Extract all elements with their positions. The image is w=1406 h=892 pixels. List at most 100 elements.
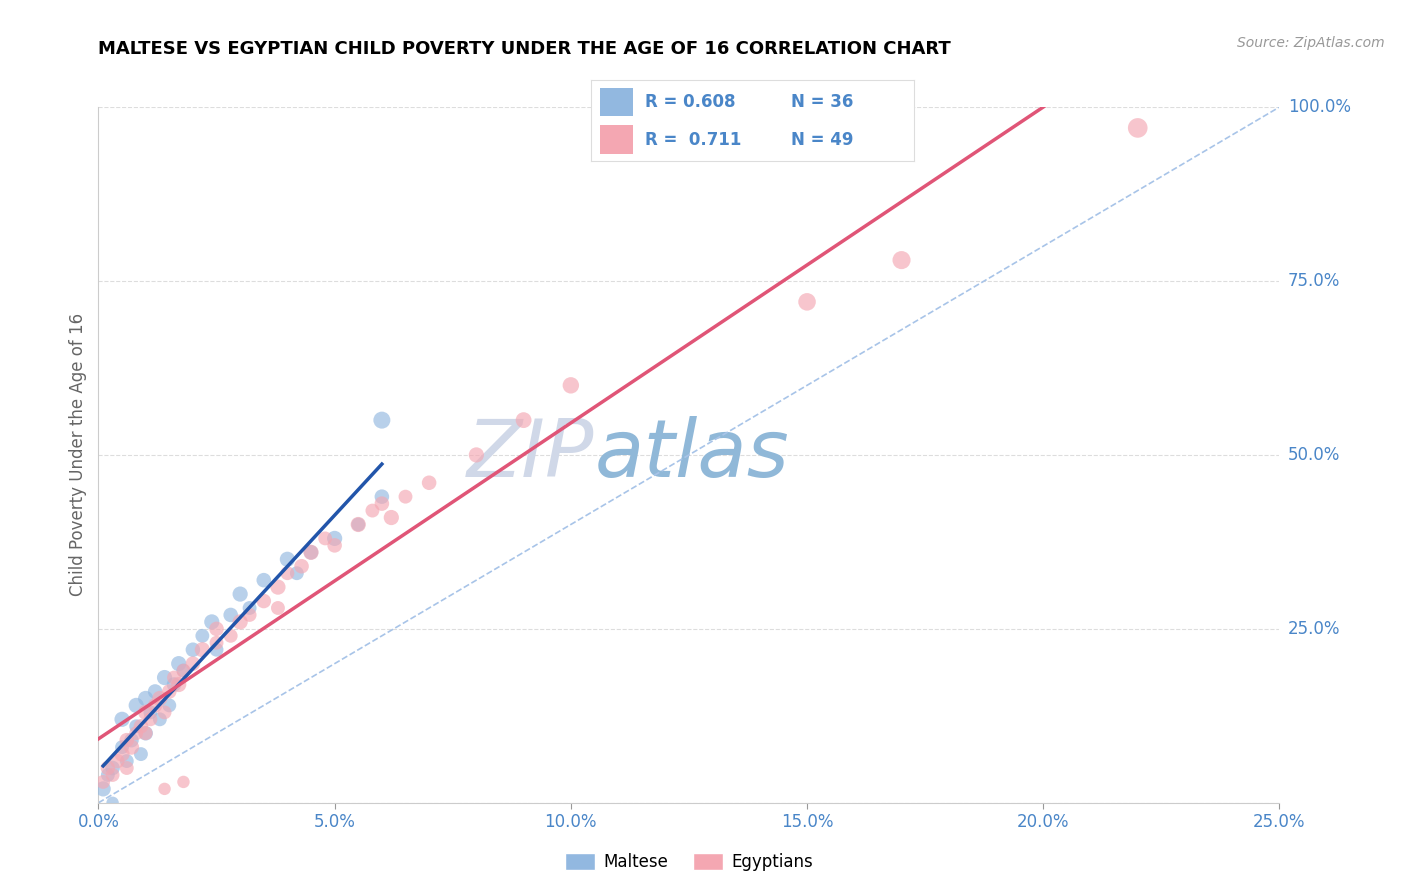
Point — [323, 532, 346, 546]
Point — [205, 642, 228, 657]
Point — [229, 587, 252, 601]
Text: 100.0%: 100.0% — [1288, 98, 1351, 116]
Point — [139, 712, 162, 726]
Text: Source: ZipAtlas.com: Source: ZipAtlas.com — [1237, 36, 1385, 50]
Point — [121, 740, 143, 755]
Point — [560, 378, 582, 392]
Point — [299, 545, 322, 559]
Point — [890, 253, 912, 268]
Text: N = 36: N = 36 — [792, 93, 853, 111]
Point — [115, 733, 138, 747]
Point — [91, 775, 114, 789]
Point — [172, 664, 194, 678]
Point — [314, 532, 336, 546]
Point — [111, 740, 134, 755]
Legend: Maltese, Egyptians: Maltese, Egyptians — [558, 847, 820, 878]
Point — [267, 580, 290, 594]
Point — [101, 796, 124, 810]
Text: MALTESE VS EGYPTIAN CHILD POVERTY UNDER THE AGE OF 16 CORRELATION CHART: MALTESE VS EGYPTIAN CHILD POVERTY UNDER … — [98, 40, 952, 58]
Point — [371, 497, 394, 511]
Point — [239, 607, 262, 622]
Y-axis label: Child Poverty Under the Age of 16: Child Poverty Under the Age of 16 — [69, 313, 87, 597]
Point — [219, 607, 242, 622]
Point — [796, 294, 818, 309]
Point — [191, 642, 214, 657]
Text: atlas: atlas — [595, 416, 789, 494]
Point — [361, 503, 384, 517]
Point — [129, 719, 152, 733]
Text: 25.0%: 25.0% — [1288, 620, 1340, 638]
Point — [143, 684, 166, 698]
Point — [139, 706, 162, 720]
Point — [172, 775, 194, 789]
FancyBboxPatch shape — [600, 87, 633, 117]
Point — [205, 636, 228, 650]
Point — [1126, 120, 1149, 135]
Point — [115, 754, 138, 768]
Point — [97, 761, 120, 775]
Point — [181, 657, 204, 671]
Point — [371, 413, 394, 427]
Point — [135, 726, 157, 740]
FancyBboxPatch shape — [600, 125, 633, 154]
Text: 75.0%: 75.0% — [1288, 272, 1340, 290]
Point — [157, 698, 180, 713]
Point — [512, 413, 534, 427]
Point — [394, 490, 416, 504]
Point — [347, 517, 370, 532]
Point — [111, 747, 134, 761]
Point — [201, 615, 224, 629]
Point — [167, 677, 190, 691]
Point — [163, 677, 186, 691]
Point — [153, 706, 176, 720]
Point — [253, 573, 276, 587]
Point — [465, 448, 488, 462]
Point — [153, 781, 176, 796]
Point — [125, 698, 148, 713]
Point — [97, 768, 120, 782]
Point — [157, 684, 180, 698]
Point — [191, 629, 214, 643]
Point — [143, 698, 166, 713]
Text: 50.0%: 50.0% — [1288, 446, 1340, 464]
Point — [153, 671, 176, 685]
Point — [380, 510, 402, 524]
Point — [219, 629, 242, 643]
Point — [229, 615, 252, 629]
Point — [299, 545, 322, 559]
Point — [135, 706, 157, 720]
Point — [135, 726, 157, 740]
Text: N = 49: N = 49 — [792, 131, 853, 149]
Point — [125, 726, 148, 740]
Point — [135, 691, 157, 706]
Text: R = 0.608: R = 0.608 — [645, 93, 735, 111]
Point — [121, 733, 143, 747]
Point — [111, 712, 134, 726]
Point — [115, 761, 138, 775]
Point — [347, 517, 370, 532]
Point — [239, 601, 262, 615]
Point — [172, 664, 194, 678]
Point — [285, 566, 308, 581]
Point — [125, 719, 148, 733]
Text: ZIP: ZIP — [467, 416, 595, 494]
Point — [276, 552, 298, 566]
Point — [418, 475, 440, 490]
Point — [371, 490, 394, 504]
Point — [163, 671, 186, 685]
Point — [181, 642, 204, 657]
Point — [167, 657, 190, 671]
Point — [129, 747, 152, 761]
Point — [205, 622, 228, 636]
Point — [101, 761, 124, 775]
Point — [267, 601, 290, 615]
Point — [149, 712, 172, 726]
Point — [323, 538, 346, 552]
Point — [149, 691, 172, 706]
Point — [91, 781, 114, 796]
Point — [101, 768, 124, 782]
Point — [253, 594, 276, 608]
Point — [105, 754, 128, 768]
Point — [290, 559, 312, 574]
Point — [276, 566, 298, 581]
